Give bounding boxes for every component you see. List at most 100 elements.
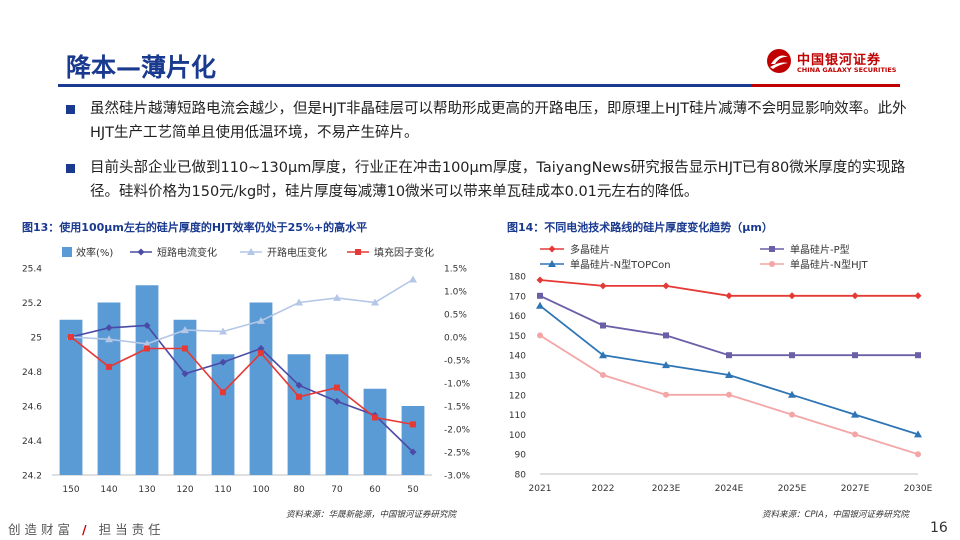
legend-marker: [355, 249, 361, 255]
efficiency-bar: [59, 319, 83, 475]
y-tick-label: 80: [515, 471, 527, 481]
y-tick-label: 160: [509, 312, 526, 322]
x-tick-label: 2027E: [841, 484, 870, 494]
legend-marker: [247, 248, 255, 255]
efficiency-bar: [287, 354, 311, 475]
x-tick-label: 2021: [529, 484, 552, 494]
y2-tick-label: -1.5%: [444, 403, 471, 413]
y-tick-label: 140: [509, 352, 526, 362]
mono-p-point: [915, 352, 921, 359]
mono-hjt-point: [663, 391, 669, 398]
poly-point: [788, 292, 796, 300]
mono-topcon-point: [662, 361, 670, 369]
open-circuit-point: [371, 298, 379, 306]
page-number: 16: [930, 520, 948, 536]
fill-factor-point: [220, 389, 226, 396]
short-circuit-point: [105, 324, 113, 332]
poly-point: [536, 276, 544, 284]
bullet-point: 目前头部企业已做到110~130μm厚度，行业正在冲击100μm厚度，Taiya…: [66, 156, 916, 204]
y-tick-label: 24.8: [22, 368, 42, 378]
y-tick-label: 170: [509, 292, 526, 302]
y-tick-label: 90: [515, 451, 527, 461]
y-tick-label: 24.2: [22, 472, 42, 482]
mono-hjt-point: [726, 391, 732, 398]
mono-p-point: [600, 322, 606, 329]
legend-label: 多晶硅片: [570, 243, 610, 256]
x-tick-label: 110: [214, 485, 231, 495]
fill-factor-point: [296, 393, 302, 400]
efficiency-bar: [249, 302, 273, 475]
y-tick-label: 24.6: [22, 403, 42, 413]
mono-hjt-point: [537, 332, 543, 339]
legend-label: 短路电流变化: [157, 246, 217, 259]
mono-hjt-point: [852, 431, 858, 438]
mono-topcon-point: [914, 430, 922, 438]
x-tick-label: 140: [100, 485, 117, 495]
x-tick-label: 50: [407, 485, 419, 495]
logo-text-en: CHINA GALAXY SECURITIES: [797, 66, 897, 74]
mono-p-point: [852, 352, 858, 359]
y2-tick-label: -3.0%: [444, 472, 471, 482]
y2-tick-label: -2.5%: [444, 449, 471, 459]
y2-tick-label: 1.5%: [444, 265, 467, 275]
poly-point: [914, 292, 922, 300]
mono-p-point: [537, 292, 543, 299]
short-circuit-point: [219, 358, 227, 366]
x-tick-label: 150: [62, 485, 79, 495]
x-tick-label: 80: [293, 485, 305, 495]
open-circuit-point: [295, 298, 303, 306]
open-circuit-point: [181, 326, 189, 334]
figure-14-source: 资料来源：CPIA，中国银河证券研究院: [762, 510, 909, 520]
mono-p-point: [726, 352, 732, 359]
slogan-slash: /: [82, 522, 91, 537]
open-circuit-point: [257, 316, 265, 324]
fill-factor-point: [410, 421, 416, 428]
figure-13-title: 图13：使用100μm左右的硅片厚度的HJT效率仍处于25%+的高水平: [22, 221, 368, 234]
title-divider: [58, 84, 900, 87]
efficiency-bar: [401, 406, 425, 475]
poly-point: [725, 292, 733, 300]
mono-topcon-point: [725, 371, 733, 378]
x-tick-label: 70: [331, 485, 343, 495]
legend-marker: [137, 248, 145, 256]
mono-hjt-point: [789, 411, 795, 418]
fill-factor-point: [334, 384, 340, 391]
legend-label: 单晶硅片-N型HJT: [790, 258, 869, 271]
wafer-thickness-trend-chart: 80 90 100 110 120 130 140 150 160 170 180 2021 2022 2…: [509, 243, 933, 494]
open-circuit-point: [219, 327, 227, 335]
y-tick-label: 25: [31, 334, 42, 344]
short-circuit-line: [70, 324, 414, 453]
fill-factor-point: [182, 345, 188, 352]
poly-point: [662, 282, 670, 290]
y2-tick-label: 0.5%: [444, 311, 467, 321]
legend-label: 单晶硅片-P型: [790, 243, 850, 256]
bullet-text: 虽然硅片越薄短路电流会越少，但是HJT非晶硅层可以帮助形成更高的开路电压，即原理…: [90, 101, 907, 141]
title-divider-accent: [752, 84, 900, 87]
fill-factor-point: [258, 350, 264, 357]
mono-hjt-point: [600, 372, 606, 378]
legend-swatch: [62, 247, 72, 257]
short-circuit-point: [143, 322, 151, 329]
x-tick-label: 130: [138, 485, 155, 495]
y-tick-label: 100: [509, 431, 526, 441]
open-circuit-point: [143, 339, 151, 347]
efficiency-thickness-chart: 24.2 24.4 24.6 24.8 25 25.2 25.4 1.5% 1.0% 0.5% 0.…: [22, 246, 471, 495]
x-tick-label: 60: [369, 485, 381, 495]
y2-tick-label: -0.5%: [444, 357, 471, 367]
bullet-text: 目前头部企业已做到110~130μm厚度，行业正在冲击100μm厚度，Taiya…: [90, 160, 906, 200]
y-tick-label: 110: [509, 411, 526, 421]
short-circuit-point: [333, 397, 341, 405]
company-logo: 中国银河证券 CHINA GALAXY SECURITIES: [766, 46, 896, 80]
x-tick-label: 100: [252, 485, 269, 495]
mono-hjt-point: [915, 451, 921, 458]
efficiency-bar: [97, 302, 121, 475]
legend-marker: [769, 246, 775, 252]
y-tick-label: 25.2: [22, 299, 42, 309]
legend-marker: [548, 260, 556, 267]
x-tick-label: 2025E: [778, 484, 807, 494]
slogan-right: 担当责任: [98, 522, 165, 537]
galaxy-logo-icon: [767, 49, 791, 73]
mono-topcon-point: [851, 410, 859, 418]
short-circuit-point: [181, 370, 189, 378]
mono-topcon-point: [536, 301, 544, 309]
